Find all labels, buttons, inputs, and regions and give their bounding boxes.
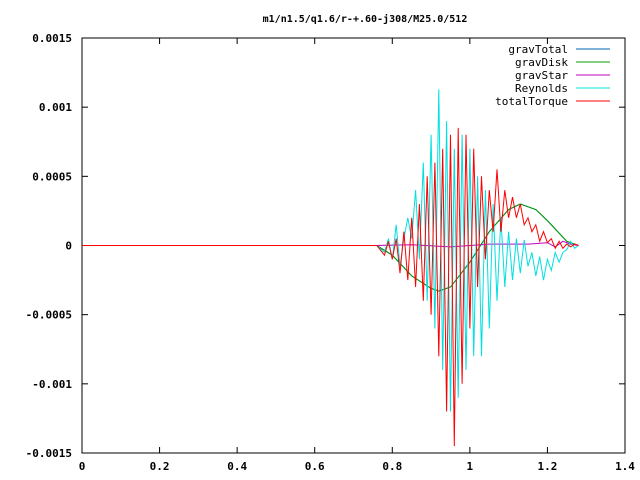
x-tick-label: 0.2 — [150, 460, 170, 473]
x-tick-label: 1.4 — [615, 460, 635, 473]
x-tick-label: 0.8 — [382, 460, 402, 473]
x-tick-label: 1 — [467, 460, 474, 473]
legend-label-Reynolds: Reynolds — [515, 82, 568, 95]
x-tick-label: 0.4 — [227, 460, 247, 473]
x-axis: 0 0.2 0.4 0.6 0.8 1 1.2 1.4 — [79, 38, 635, 473]
x-tick-label: 0.6 — [305, 460, 325, 473]
legend-label-gravTotal: gravTotal — [508, 43, 568, 56]
y-tick-label: 0.0005 — [32, 170, 72, 183]
legend-label-gravDisk: gravDisk — [515, 56, 568, 69]
y-tick-label: 0.001 — [39, 101, 72, 114]
series-line-gravStar — [82, 240, 579, 248]
series-line-Reynolds — [82, 89, 579, 412]
y-tick-label: -0.001 — [32, 378, 72, 391]
legend: gravTotalgravDiskgravStarReynoldstotalTo… — [495, 43, 610, 108]
y-tick-label: -0.0005 — [26, 309, 72, 322]
legend-label-totalTorque: totalTorque — [495, 95, 568, 108]
legend-label-gravStar: gravStar — [515, 69, 568, 82]
y-tick-label: 0.0015 — [32, 32, 72, 45]
chart-title: m1/n1.5/q1.6/r-+.60-j308/M25.0/512 — [263, 13, 468, 25]
y-tick-label: 0 — [65, 240, 72, 253]
series-line-totalTorque — [82, 127, 579, 447]
series-layer — [82, 89, 579, 447]
y-tick-label: -0.0015 — [26, 447, 72, 460]
x-tick-label: 1.2 — [537, 460, 557, 473]
x-tick-label: 0 — [79, 460, 86, 473]
